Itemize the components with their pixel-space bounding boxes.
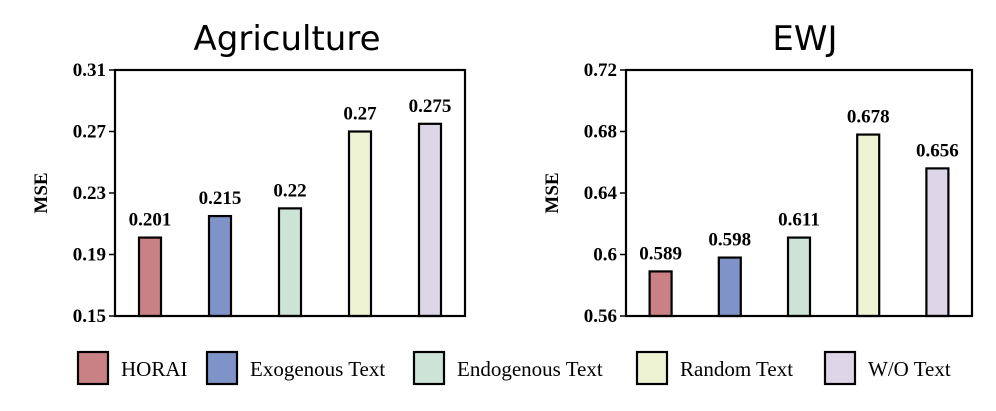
legend-swatch (76, 350, 110, 386)
plot-frame (624, 68, 974, 318)
bar (137, 236, 163, 318)
chart-title: EWJ (772, 19, 837, 59)
bar (786, 236, 812, 318)
legend-swatch (412, 350, 446, 386)
chart-title: Agriculture (194, 19, 381, 59)
bar (207, 214, 233, 318)
legend-swatch (823, 350, 857, 386)
y-tick-label: 0.27 (73, 122, 107, 143)
bar (856, 133, 881, 318)
bar (347, 130, 373, 318)
bar (417, 122, 443, 318)
legend-label: Endogenous Text (457, 357, 603, 381)
legend-swatch (635, 350, 669, 386)
legend-label: Random Text (680, 357, 793, 381)
data-label: 0.27 (343, 104, 377, 125)
plot-frame (113, 68, 467, 318)
data-label: 0.215 (199, 188, 242, 209)
y-tick-label: 0.68 (584, 122, 617, 143)
y-axis-label: MSE (542, 172, 563, 213)
bar (717, 256, 742, 318)
bar (648, 270, 673, 318)
bar (925, 167, 950, 318)
y-tick-label: 0.6 (593, 245, 617, 266)
y-tick-label: 0.64 (584, 183, 618, 204)
legend-label: HORAI (121, 357, 188, 381)
y-tick-label: 0.15 (73, 306, 106, 327)
y-tick-label: 0.23 (73, 183, 106, 204)
data-label: 0.201 (129, 210, 172, 231)
chart-ewj: EWJ MSE 0.56 0.6 0.64 0.68 0.72 0.589 0.598 0.611… (542, 19, 974, 327)
y-tick-label: 0.72 (584, 60, 617, 81)
legend-swatch (205, 350, 239, 386)
y-tick-label: 0.31 (73, 60, 106, 81)
chart-agriculture: Agriculture MSE 0.15 0.19 0.23 0.27 0.31 0.201 0… (31, 19, 467, 327)
data-label: 0.22 (273, 180, 306, 201)
data-label: 0.598 (708, 230, 751, 251)
y-axis-label: MSE (31, 172, 52, 213)
legend: HORAI Exogenous Text Endogenous Text Random… (76, 350, 951, 386)
data-label: 0.611 (778, 210, 820, 231)
bar (277, 207, 303, 318)
data-label: 0.656 (916, 140, 959, 161)
legend-label: W/O Text (868, 357, 951, 381)
data-label: 0.678 (847, 107, 890, 128)
data-label: 0.275 (409, 96, 452, 117)
y-tick-label: 0.19 (73, 245, 106, 266)
data-label: 0.589 (639, 243, 682, 264)
legend-label: Exogenous Text (250, 357, 385, 381)
y-tick-label: 0.56 (584, 306, 617, 327)
